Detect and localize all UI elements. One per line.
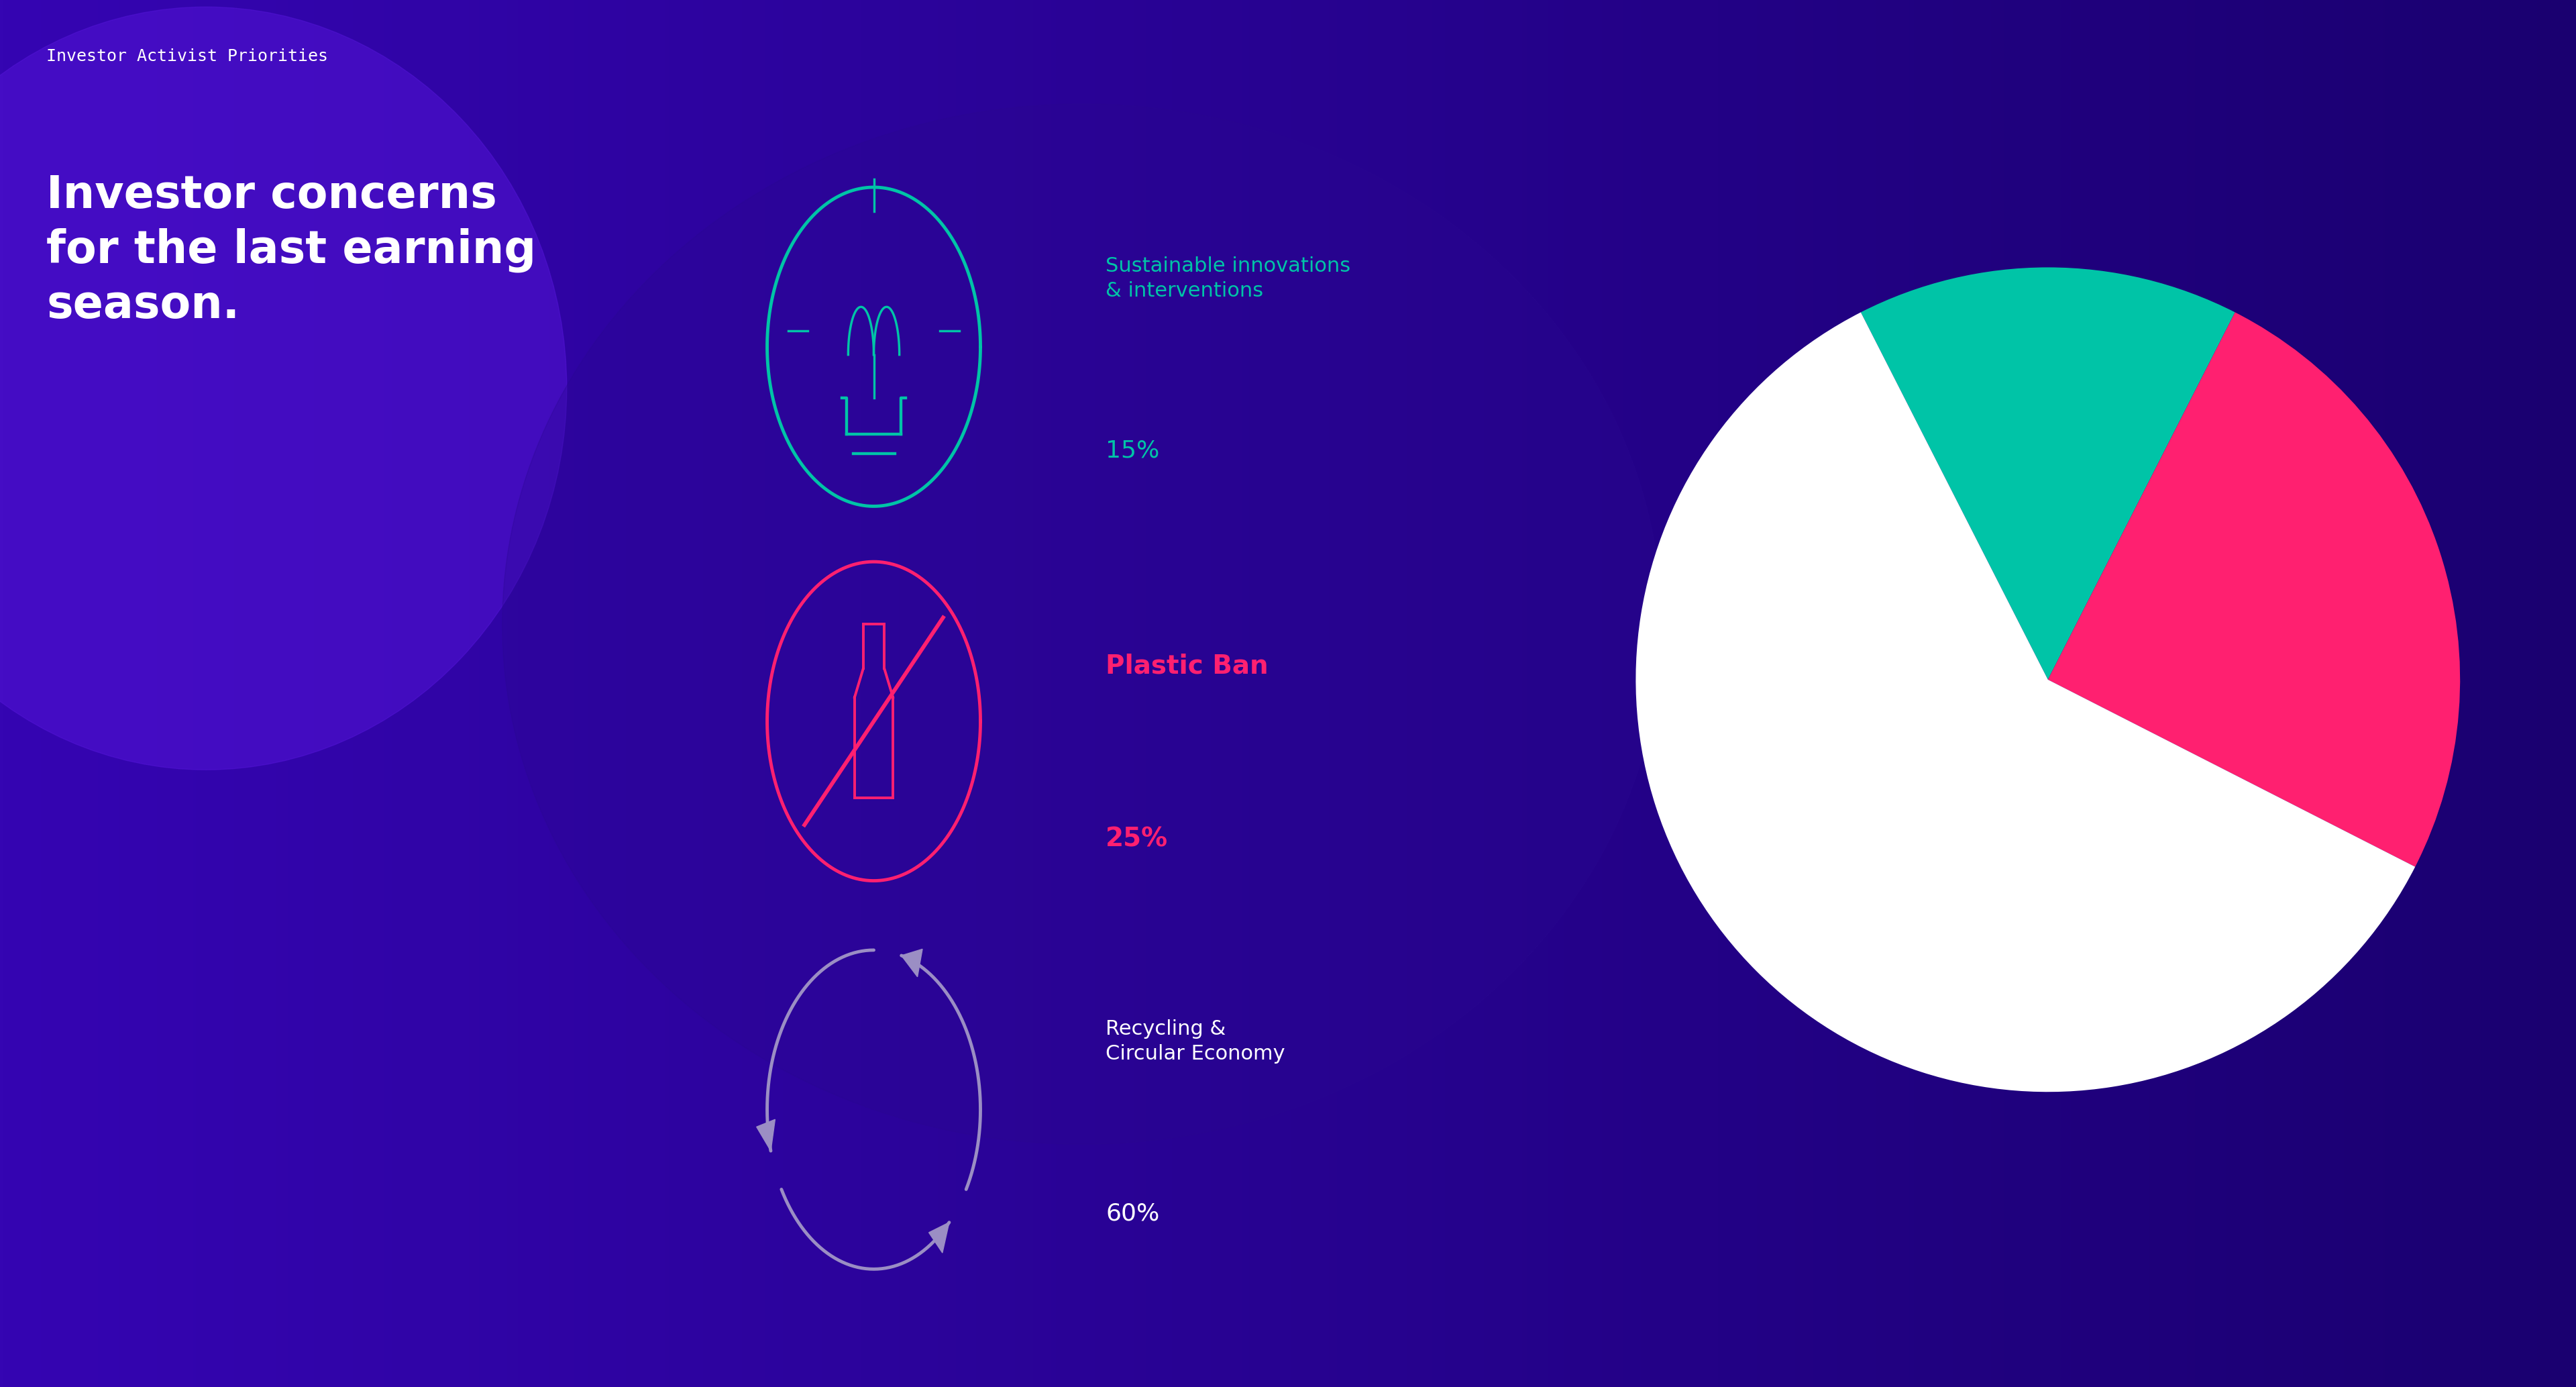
Wedge shape	[1636, 312, 2416, 1092]
Ellipse shape	[0, 7, 567, 770]
Polygon shape	[930, 1222, 948, 1252]
Polygon shape	[902, 949, 922, 976]
Wedge shape	[1860, 268, 2236, 680]
Text: Sustainable innovations
& interventions: Sustainable innovations & interventions	[1105, 257, 1350, 301]
Text: Plastic Ban: Plastic Ban	[1105, 653, 1267, 678]
Ellipse shape	[502, 104, 1662, 1144]
Text: Investor Activist Priorities: Investor Activist Priorities	[46, 49, 327, 65]
Wedge shape	[2048, 312, 2460, 867]
Text: 15%: 15%	[1105, 440, 1159, 462]
Text: Investor concerns
for the last earning
season.: Investor concerns for the last earning s…	[46, 173, 536, 327]
Text: Recycling &
Circular Economy: Recycling & Circular Economy	[1105, 1019, 1285, 1064]
Text: 25%: 25%	[1105, 827, 1167, 852]
Polygon shape	[757, 1119, 775, 1151]
Text: 60%: 60%	[1105, 1203, 1159, 1225]
